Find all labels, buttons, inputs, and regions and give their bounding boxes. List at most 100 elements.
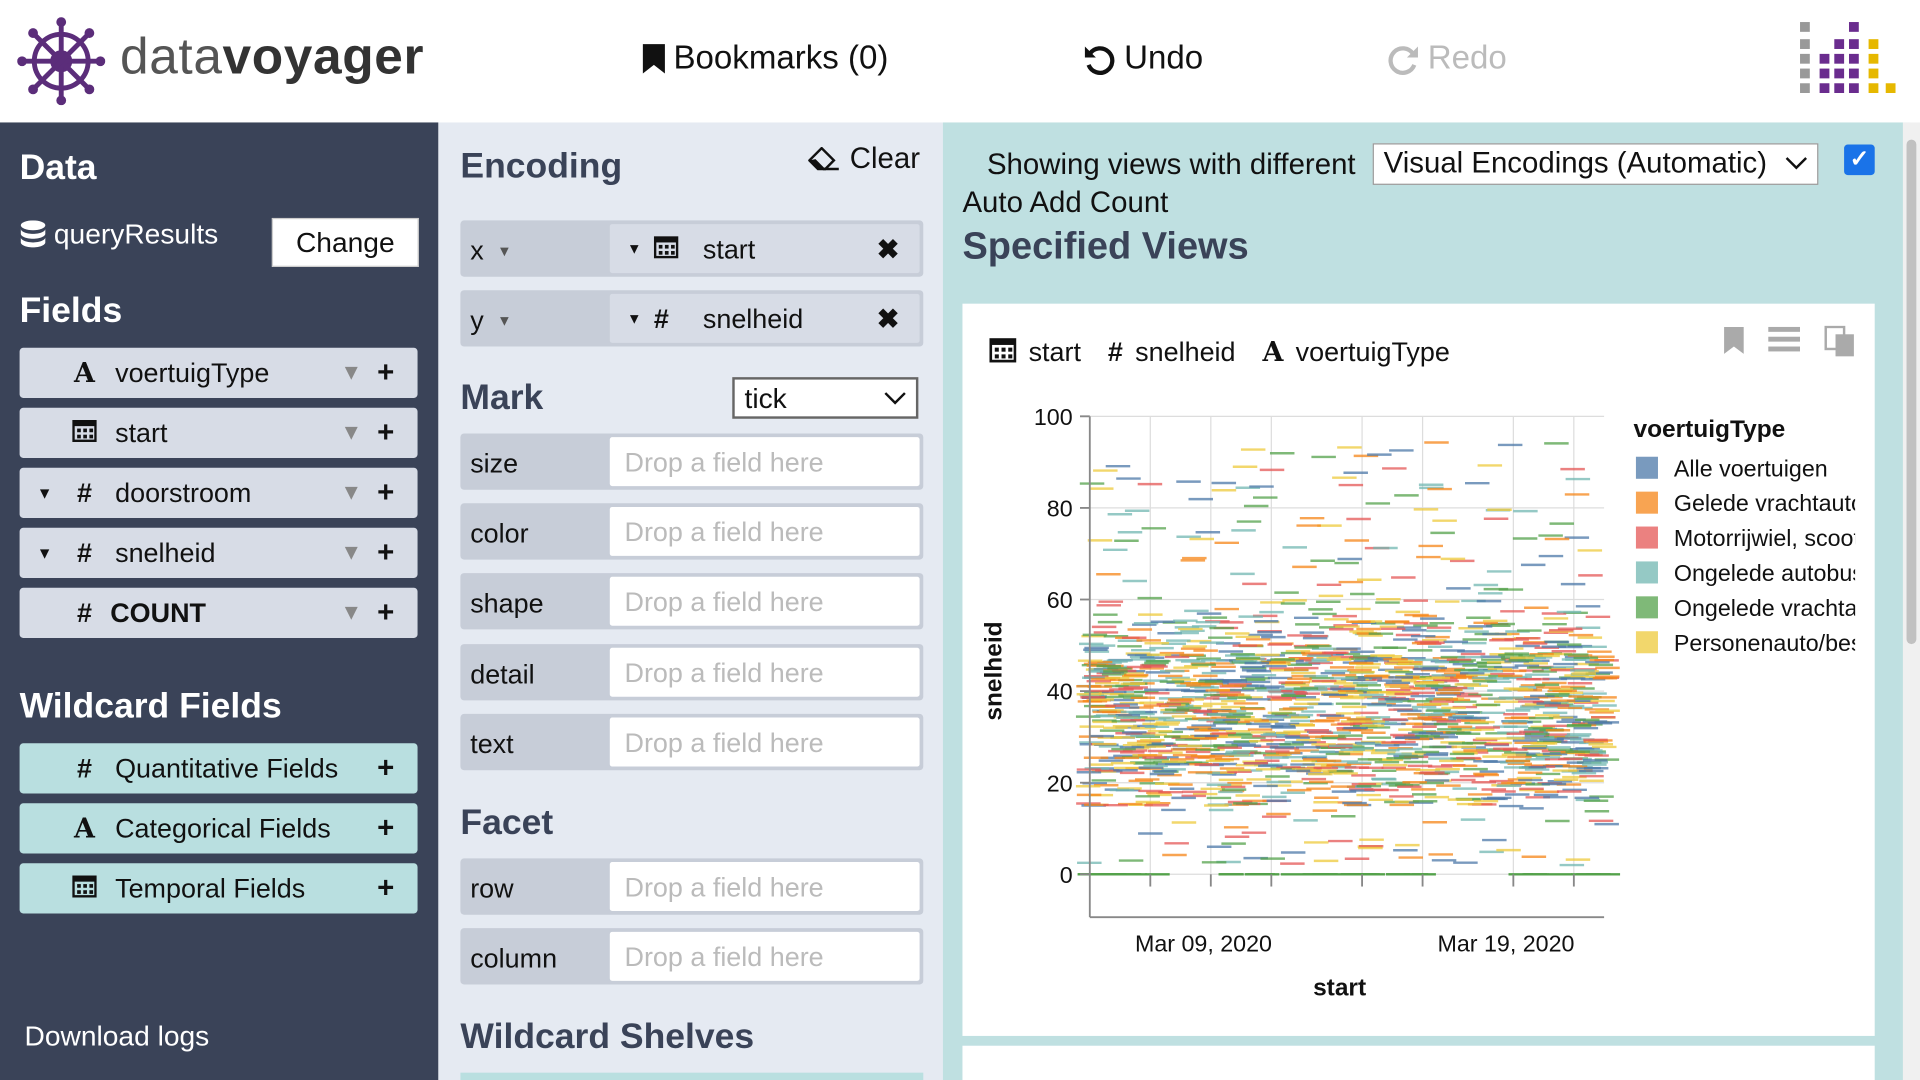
field-pill-count[interactable]: # COUNT ▼ + — [19, 587, 418, 638]
view-mode-select[interactable]: Visual Encodings (Automatic) — [1372, 143, 1819, 185]
add-field-icon[interactable]: + — [377, 595, 395, 629]
add-field-icon[interactable]: + — [377, 415, 395, 449]
bookmarks-button[interactable]: Bookmarks (0) — [642, 39, 889, 77]
field-pill-voertuigType[interactable]: A voertuigType ▼ + — [19, 347, 418, 398]
encoded-field-label: snelheid — [702, 303, 804, 335]
next-view-card — [962, 1045, 1875, 1080]
field-label: start — [115, 416, 168, 448]
app-header: datavoyager Bookmarks (0) Undo Redo — [0, 0, 1920, 123]
y-tick-label: 0 — [1060, 862, 1073, 888]
drop-zone[interactable]: Drop a field here — [609, 717, 920, 767]
shelf-shape[interactable]: shape Drop a field here — [460, 573, 924, 630]
channel-label: text — [470, 728, 514, 760]
undo-button[interactable]: Undo — [1082, 39, 1203, 77]
quantitative-type-icon: # — [76, 596, 92, 628]
channel-label: color — [470, 517, 529, 549]
filter-icon[interactable]: ▼ — [340, 540, 363, 565]
remove-field-icon[interactable]: ✖ — [876, 233, 900, 265]
wildcard-pill-temporal[interactable]: Temporal Fields + — [19, 863, 418, 914]
auto-add-count-label: Auto Add Count — [962, 186, 1169, 220]
field-pill-snelheid[interactable]: ▼ # snelheid ▼ + — [19, 527, 418, 578]
facet-title: Facet — [460, 803, 554, 843]
caret-down-icon[interactable]: ▼ — [626, 309, 642, 327]
wildcard-shelf-peek — [460, 1072, 924, 1080]
shelf-row[interactable]: row Drop a field here — [460, 858, 924, 915]
wildcard-pill-categorical[interactable]: A Categorical Fields + — [19, 803, 418, 854]
wildcard-label: Quantitative Fields — [115, 752, 339, 784]
drop-zone[interactable]: Drop a field here — [609, 862, 920, 912]
drop-zone[interactable]: Drop a field here — [609, 437, 920, 487]
field-pill-start[interactable]: start ▼ + — [19, 407, 418, 458]
copy-icon[interactable] — [1824, 325, 1857, 358]
card-field-label: snelheid — [1135, 336, 1236, 368]
drop-zone[interactable]: Drop a field here — [609, 647, 920, 697]
caret-down-icon[interactable]: ▼ — [36, 543, 53, 563]
redo-label: Redo — [1427, 39, 1507, 76]
vertical-scrollbar[interactable] — [1902, 122, 1920, 1080]
filter-icon[interactable]: ▼ — [340, 360, 363, 385]
ships-wheel-icon — [17, 17, 106, 106]
add-field-icon[interactable]: + — [377, 811, 395, 845]
channel-label: size — [470, 448, 519, 479]
legend-swatch — [1635, 526, 1658, 549]
change-dataset-button[interactable]: Change — [271, 217, 419, 267]
x-tick-label: Mar 09, 2020 — [1135, 930, 1272, 956]
shelf-y[interactable]: y ▼ ▼ # snelheid ✖ — [460, 290, 924, 347]
card-field-label: voertuigType — [1295, 336, 1450, 368]
shelf-text[interactable]: text Drop a field here — [460, 713, 924, 771]
remove-field-icon[interactable]: ✖ — [876, 303, 900, 335]
caret-down-icon[interactable]: ▼ — [626, 240, 642, 258]
auto-add-count-checkbox[interactable]: ✓ — [1844, 144, 1875, 176]
specified-views-title: Specified Views — [962, 224, 1249, 267]
filter-icon[interactable]: ▼ — [340, 420, 363, 445]
chart-axes: 0 20 40 60 80 100 Mar 09, 2020 Mar 19, 2020 — [1034, 404, 1605, 956]
chart-legend: Alle voertuigen Gelede vrachtauto Motorrij… — [1635, 455, 1855, 656]
bookmark-icon[interactable] — [1723, 326, 1745, 355]
download-logs-link[interactable]: Download logs — [24, 1020, 210, 1052]
drop-zone[interactable]: Drop a field here — [609, 931, 920, 981]
caret-down-icon[interactable]: ▼ — [36, 483, 53, 503]
y-tick-label: 60 — [1047, 587, 1073, 613]
redo-button[interactable]: Redo — [1386, 39, 1507, 77]
shelf-color[interactable]: color Drop a field here — [460, 503, 924, 560]
legend-swatch — [1635, 491, 1658, 514]
add-field-icon[interactable]: + — [377, 751, 395, 785]
channel-label: y — [470, 304, 484, 336]
mark-type-select[interactable]: tick — [732, 377, 919, 419]
x-axis-title: start — [1313, 975, 1366, 1002]
field-pill-doorstroom[interactable]: ▼ # doorstroom ▼ + — [19, 467, 418, 518]
y-tick-label: 80 — [1047, 495, 1073, 521]
filter-icon[interactable]: ▼ — [340, 480, 363, 505]
encoded-field-pill[interactable]: ▼ start ✖ — [609, 224, 920, 274]
wildcard-pill-quantitative[interactable]: # Quantitative Fields + — [19, 743, 418, 794]
scrollbar-thumb[interactable] — [1906, 139, 1917, 645]
legend-swatch — [1635, 596, 1658, 619]
field-label: doorstroom — [115, 476, 252, 508]
list-icon[interactable] — [1768, 326, 1801, 353]
chevron-down-icon[interactable]: ▼ — [497, 242, 512, 260]
drop-zone[interactable]: Drop a field here — [609, 576, 920, 626]
add-field-icon[interactable]: + — [377, 355, 395, 389]
encoded-field-pill[interactable]: ▼ # snelheid ✖ — [609, 293, 920, 343]
hash-icon: # — [653, 303, 669, 335]
categorical-type-icon: A — [1262, 336, 1284, 369]
clear-button[interactable]: Clear — [808, 142, 920, 176]
shelf-detail[interactable]: detail Drop a field here — [460, 644, 924, 701]
shelf-column[interactable]: column Drop a field here — [460, 928, 924, 985]
add-field-icon[interactable]: + — [377, 475, 395, 509]
chevron-down-icon[interactable]: ▼ — [497, 312, 512, 330]
shelf-size[interactable]: size Drop a field here — [460, 433, 924, 490]
bookmark-icon — [642, 43, 665, 73]
mark-title: Mark — [460, 378, 544, 418]
drop-zone[interactable]: Drop a field here — [609, 506, 920, 556]
y-tick-label: 20 — [1047, 770, 1073, 796]
bookmarks-label: Bookmarks (0) — [673, 39, 889, 76]
wildcard-label: Temporal Fields — [115, 872, 306, 904]
quantitative-type-icon: # — [76, 536, 92, 568]
channel-label: shape — [470, 587, 544, 619]
add-field-icon[interactable]: + — [377, 871, 395, 905]
add-field-icon[interactable]: + — [377, 535, 395, 569]
shelf-x[interactable]: x ▼ ▼ start ✖ — [460, 220, 924, 277]
filter-icon[interactable]: ▼ — [340, 600, 363, 625]
legend-label: Alle voertuigen — [1674, 455, 1828, 481]
